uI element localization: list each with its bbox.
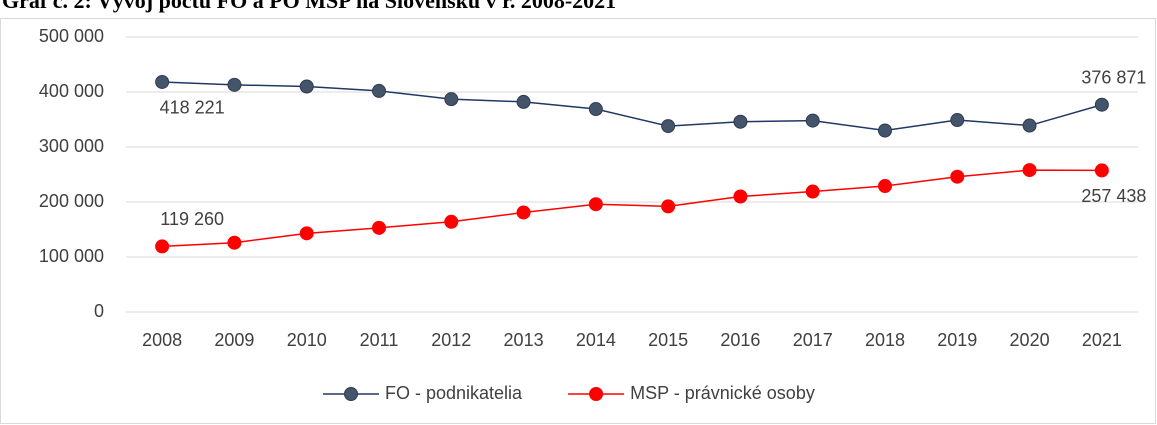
point	[950, 113, 965, 128]
chart-title: Graf č. 2: Vývoj počtu FO a PO MSP na Sl…	[2, 0, 616, 13]
point	[878, 123, 892, 138]
point	[588, 197, 603, 212]
x-tick-label: 2014	[576, 330, 616, 350]
legend-label: MSP - právnické osoby	[630, 383, 815, 403]
point	[950, 169, 965, 184]
point	[516, 205, 531, 220]
y-tick-label: 100 000	[39, 246, 104, 266]
point	[1022, 163, 1037, 178]
x-tick-label: 2012	[431, 330, 471, 350]
series-line	[162, 81, 1103, 132]
point	[661, 119, 676, 134]
point	[372, 83, 386, 98]
point	[588, 102, 603, 117]
point	[155, 239, 170, 254]
point	[227, 235, 242, 250]
x-tick-label: 2008	[142, 330, 182, 350]
point	[1022, 118, 1037, 133]
x-tick-label: 2013	[504, 330, 544, 350]
x-tick-label: 2021	[1082, 330, 1122, 350]
chart-frame	[0, 18, 1156, 424]
x-tick-label: 2020	[1010, 330, 1050, 350]
legend-marker	[589, 387, 604, 401]
y-tick-label: 400 000	[39, 81, 104, 101]
x-tick-label: 2015	[648, 330, 688, 350]
y-tick-label: 200 000	[39, 191, 104, 211]
x-tick-label: 2009	[214, 330, 254, 350]
point	[1094, 163, 1109, 178]
point	[155, 74, 170, 89]
data-label: 418 221	[160, 98, 225, 118]
x-tick-label: 2019	[937, 330, 977, 350]
legend-marker	[344, 387, 358, 401]
legend-label: FO - podnikatelia	[385, 383, 523, 403]
x-tick-label: 2016	[720, 330, 760, 350]
point	[805, 113, 820, 128]
x-tick-label: 2018	[865, 330, 905, 350]
point	[444, 214, 459, 229]
point	[878, 179, 892, 194]
x-tick-label: 2017	[793, 330, 833, 350]
point	[733, 114, 748, 129]
point	[661, 199, 676, 214]
y-tick-label: 300 000	[39, 136, 104, 156]
point	[299, 79, 314, 94]
point	[805, 184, 820, 199]
y-tick-label: 0	[94, 301, 104, 321]
point	[516, 94, 531, 109]
point	[227, 77, 242, 92]
point	[733, 189, 748, 204]
point	[299, 226, 314, 241]
point	[1094, 97, 1109, 112]
data-label: 376 871	[1081, 67, 1146, 87]
x-tick-label: 2010	[287, 330, 327, 350]
point	[372, 220, 386, 235]
data-label: 257 438	[1081, 186, 1146, 206]
data-label: 119 260	[160, 209, 224, 229]
x-tick-label: 2011	[360, 330, 399, 350]
y-tick-label: 500 000	[39, 26, 104, 46]
point	[444, 92, 459, 107]
series-line	[162, 169, 1102, 248]
